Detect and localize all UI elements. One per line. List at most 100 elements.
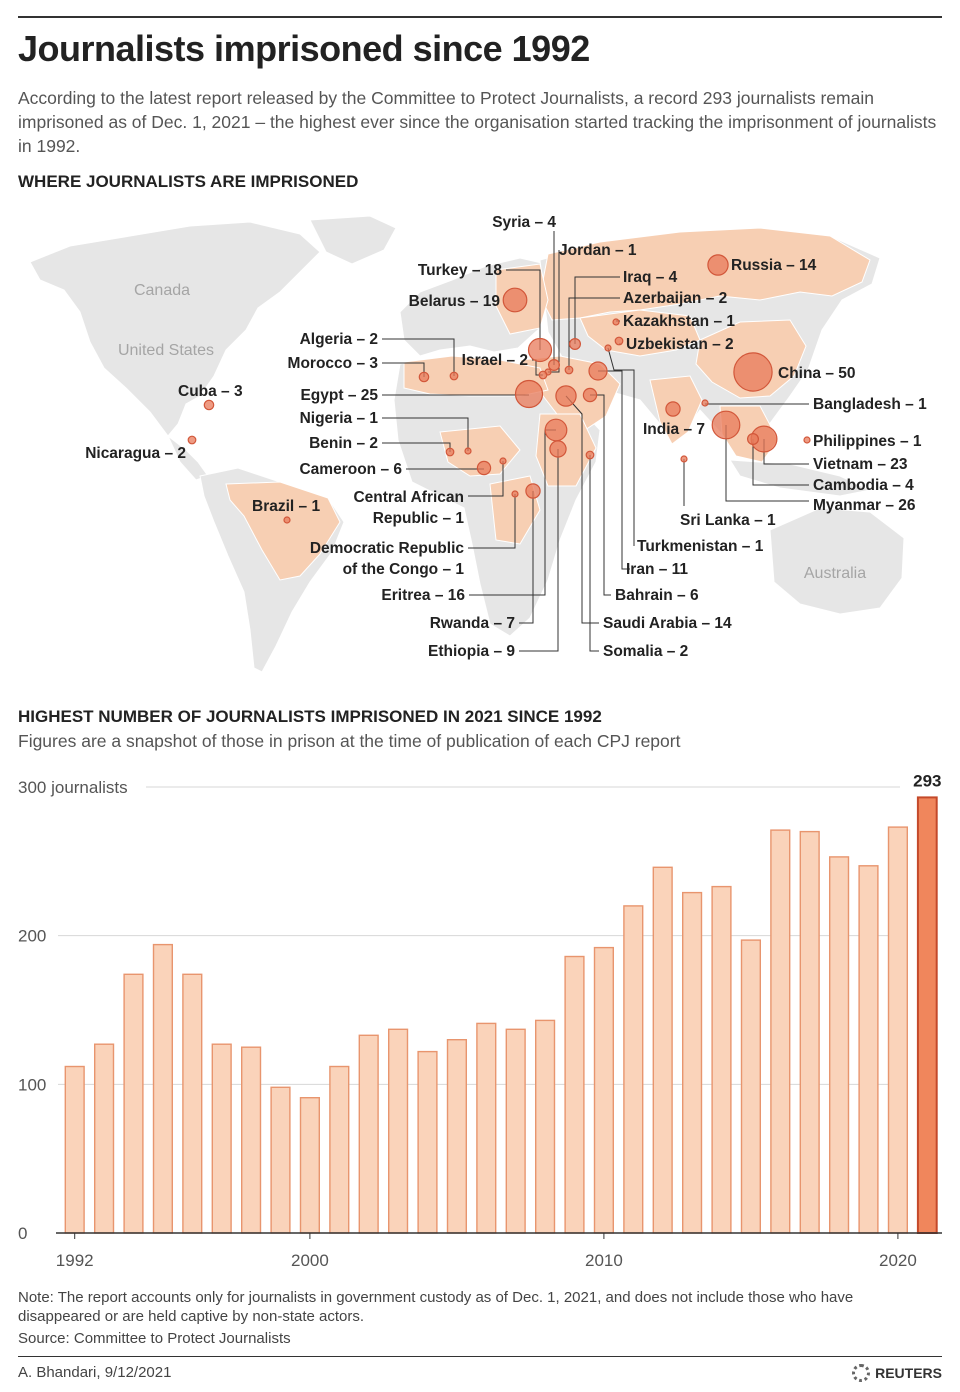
map-bubble — [476, 460, 492, 476]
map-leader-line — [548, 250, 560, 373]
map-country-label: Turkey – 18 — [418, 262, 503, 279]
bar — [799, 830, 820, 1234]
map-country-label: Benin – 2 — [309, 435, 378, 452]
map-country-label: Kazakhstan – 1 — [623, 313, 735, 330]
map-bubble — [585, 450, 595, 460]
x-tick-label: 2010 — [585, 1251, 623, 1270]
map-country-label: Myanmar – 26 — [813, 497, 916, 514]
map-leader-line — [568, 297, 620, 370]
map-bubble — [499, 457, 507, 465]
x-tick-label: 1992 — [56, 1251, 94, 1270]
map-bubble — [614, 336, 624, 346]
y-tick-label: 100 — [18, 1075, 46, 1094]
map-country-label: Jordan – 1 — [559, 242, 637, 259]
map-bubble — [680, 455, 688, 463]
map-country-label: Nicaragua – 2 — [85, 445, 186, 462]
map-country-label: Philippines – 1 — [813, 433, 922, 450]
map-country-label: Iran – 11 — [626, 561, 688, 578]
map-country-label: Bahrain – 6 — [615, 587, 699, 604]
map-country-label: Eritrea – 16 — [381, 587, 465, 604]
footer-note: Note: The report accounts only for journ… — [18, 1289, 854, 1325]
bar — [476, 1022, 497, 1234]
map-bubble — [555, 385, 577, 407]
region-central-asia — [579, 309, 701, 357]
bar — [182, 973, 203, 1234]
map-bubble — [525, 483, 541, 499]
map-bubble — [418, 371, 430, 383]
map-leader-line — [725, 425, 809, 502]
map-bubble — [568, 338, 581, 351]
land-australia — [769, 507, 905, 615]
map-bubble — [514, 379, 544, 409]
map-bubble — [549, 440, 567, 458]
map-bubble — [445, 447, 455, 457]
map-bubble — [511, 490, 519, 498]
map-bubble — [527, 337, 553, 363]
bar — [211, 1043, 232, 1234]
map-country-label: Ethiopia – 9 — [428, 643, 515, 660]
map-leader-line — [506, 269, 541, 350]
bar — [652, 866, 673, 1234]
land-greenland — [309, 215, 397, 265]
map-leader-line — [598, 370, 630, 570]
map-country-label: Vietnam – 23 — [813, 456, 908, 473]
bar — [682, 891, 703, 1234]
map-country-label: Cuba – 3 — [178, 383, 243, 400]
map-leader-line — [519, 491, 534, 624]
map-bubble — [711, 410, 741, 440]
bar — [593, 946, 614, 1234]
bar — [388, 1028, 409, 1234]
bar — [299, 1097, 320, 1234]
reuters-logo: REUTERS — [852, 1364, 942, 1382]
map-leader-line — [468, 494, 516, 549]
map-country-label: China – 50 — [778, 365, 856, 382]
map-leader-line — [589, 455, 599, 652]
map-bubble — [544, 418, 568, 442]
map-bubble — [547, 359, 560, 372]
map-country-label: Central African — [353, 489, 464, 506]
map-leader-line — [574, 276, 620, 344]
map-region-label: Australia — [804, 565, 866, 582]
bar-value-label: 293 — [913, 771, 941, 790]
land-north-america — [29, 221, 321, 437]
page-title: Journalists imprisoned since 1992 — [18, 28, 590, 69]
bar-chart: 300 journalists 200 100 0 293 1992 2000 2010 202… — [18, 771, 942, 1270]
map-country-label: Russia – 14 — [731, 257, 817, 274]
map-country-label: Bangladesh – 1 — [813, 396, 927, 413]
bar — [887, 826, 908, 1234]
map-leader-line — [468, 461, 504, 497]
map-country-label: Azerbaijan – 2 — [623, 290, 727, 307]
map-country-label: Iraq – 4 — [623, 269, 678, 286]
map-section-heading: WHERE JOURNALISTS ARE IMPRISONED — [18, 172, 359, 191]
map-bubble — [665, 401, 681, 417]
world-map: Canada United States Australia Syria – 4Jo… — [29, 214, 927, 673]
map-leader-line — [519, 449, 559, 652]
map-country-label: Morocco – 3 — [288, 355, 379, 372]
map-bubble — [733, 352, 773, 392]
map-country-label: Belarus – 19 — [409, 293, 501, 310]
chart-section-heading: HIGHEST NUMBER OF JOURNALISTS IMPRISONED… — [18, 707, 602, 726]
map-region-label: United States — [118, 342, 214, 359]
map-country-label: Nigeria – 1 — [300, 410, 379, 427]
map-bubble — [746, 433, 759, 446]
map-country-label: Egypt – 25 — [300, 387, 378, 404]
map-region-label: Canada — [134, 282, 190, 299]
map-country-label-line2: of the Congo – 1 — [343, 561, 465, 578]
map-country-label: Syria – 4 — [492, 214, 556, 231]
bar — [740, 939, 761, 1234]
bar — [329, 1065, 350, 1234]
map-bubble — [582, 387, 598, 403]
map-country-label: Uzbekistan – 2 — [626, 336, 734, 353]
map-country-label: Sri Lanka – 1 — [680, 512, 776, 529]
map-country-label: Somalia – 2 — [603, 643, 688, 660]
map-bubble — [588, 361, 608, 381]
map-bubble — [564, 365, 574, 375]
bar — [152, 943, 173, 1234]
bar — [623, 905, 644, 1234]
map-country-label: Israel – 2 — [462, 352, 528, 369]
map-country-label: Saudi Arabia – 14 — [603, 615, 732, 632]
credit-line: A. Bhandari, 9/12/2021 — [18, 1364, 172, 1381]
map-bubble — [449, 371, 459, 381]
bar — [64, 1065, 85, 1234]
y-tick-label: 0 — [18, 1224, 27, 1243]
